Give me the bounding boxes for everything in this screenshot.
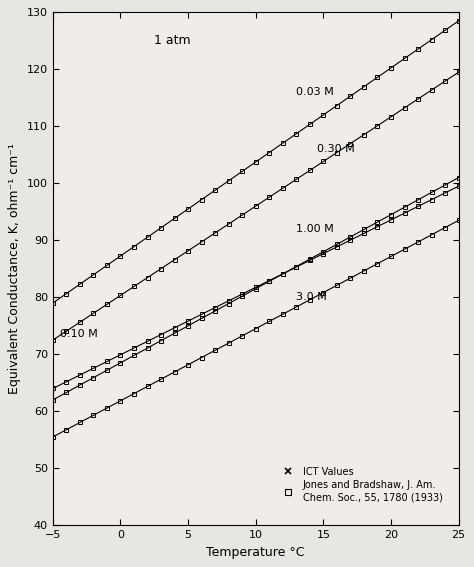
Text: 0.03 M: 0.03 M xyxy=(296,87,334,97)
Legend: ICT Values, Jones and Bradshaw, J. Am.
Chem. Soc., 55, 1780 (1933): ICT Values, Jones and Bradshaw, J. Am. C… xyxy=(275,464,446,505)
Text: 0.10 M: 0.10 M xyxy=(60,329,97,339)
X-axis label: Temperature °C: Temperature °C xyxy=(207,545,305,558)
Text: 1 atm: 1 atm xyxy=(155,35,191,47)
Y-axis label: Equivalent Conductance, K, ohm⁻¹ cm⁻¹: Equivalent Conductance, K, ohm⁻¹ cm⁻¹ xyxy=(9,143,21,394)
Text: 1.00 M: 1.00 M xyxy=(296,224,334,234)
Text: 3.0 M: 3.0 M xyxy=(296,292,327,302)
Text: 0.30 M: 0.30 M xyxy=(317,144,355,154)
